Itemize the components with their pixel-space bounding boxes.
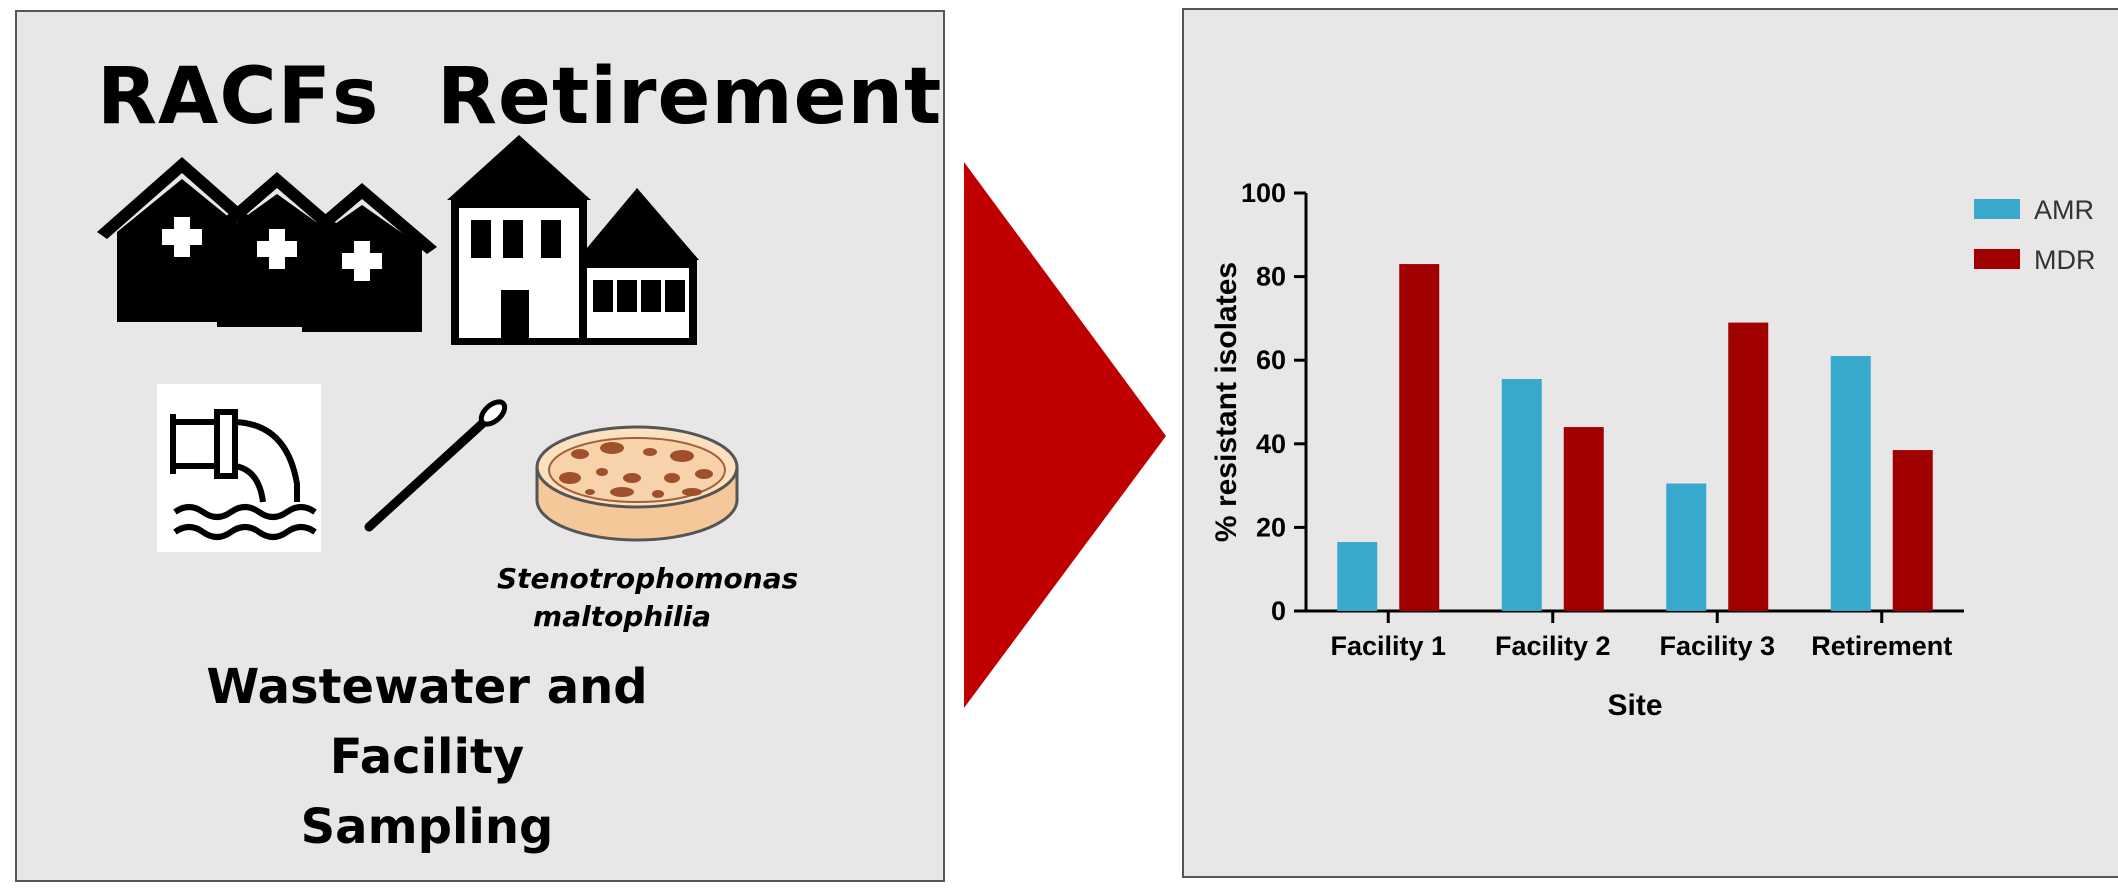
racfs-label: RACFs [97,52,380,142]
wastewater-pipe-icon [157,384,321,552]
legend-swatch-amr [1974,199,2020,219]
sampling-panel: RACFs Retirement [15,10,945,882]
petri-dish-icon [535,425,739,542]
chart-panel: 0 20 40 60 80 100 Facility 1 Facility 2 Facility… [1182,8,2118,878]
bar-amr-2 [1501,379,1542,611]
y-tick-label: 40 [1256,429,1286,459]
x-tick-label: Facility 3 [1659,631,1775,661]
x-tick-label: Facility 2 [1495,631,1611,661]
retirement-building-icon [447,135,699,345]
sampling-caption: Wastewater and Facility Sampling [206,659,648,855]
bar-mdr-4 [1892,450,1933,611]
species-label: Stenotrophomonas maltophilia [497,562,799,633]
bar-chart: 0 20 40 60 80 100 Facility 1 Facility 2 Facility… [1210,178,2096,722]
y-tick-label: 0 [1271,596,1286,626]
y-axis-label: % resistant isolates [1210,262,1243,542]
bar-amr-3 [1666,483,1707,611]
y-tick-label: 60 [1256,345,1286,375]
x-axis-label: Site [1607,689,1662,722]
x-tick-label: Facility 1 [1330,631,1446,661]
x-tick-label: Retirement [1811,631,1952,661]
bar-amr-1 [1337,542,1378,611]
y-tick-label: 80 [1256,262,1286,292]
bar-amr-4 [1830,356,1871,611]
bar-mdr-1 [1399,264,1440,611]
bar-mdr-3 [1728,322,1769,611]
legend-label-amr: AMR [2034,195,2094,225]
y-tick-label: 20 [1256,512,1286,542]
bar-mdr-2 [1563,427,1604,611]
racf-houses-icon [97,157,437,332]
y-tick-label: 100 [1241,178,1286,208]
legend-label-mdr: MDR [2034,245,2096,275]
retirement-label: Retirement [437,52,943,142]
swab-icon [364,399,508,532]
legend-swatch-mdr [1974,249,2020,269]
arrow-triangle-icon [964,162,1166,708]
